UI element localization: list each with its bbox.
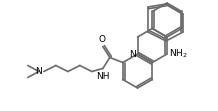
Text: NH$_2$: NH$_2$ — [169, 48, 188, 60]
Text: N: N — [129, 50, 136, 58]
Text: O: O — [98, 35, 105, 44]
Text: NH: NH — [96, 71, 110, 80]
Text: N: N — [35, 67, 42, 76]
